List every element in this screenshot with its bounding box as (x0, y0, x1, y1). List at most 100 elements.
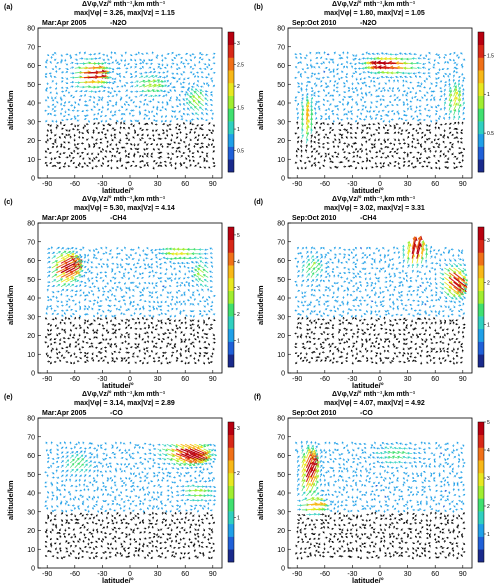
vector-arrow (416, 352, 419, 355)
vector-arrow (319, 117, 323, 121)
panel-title-line2: max|Vφ| = 5.30, max|Vz| = 4.14 (74, 205, 175, 212)
vector-arrow (409, 346, 413, 350)
vector-arrow (430, 350, 433, 353)
vector-arrow (99, 304, 103, 307)
vector-arrow (320, 122, 323, 125)
vector-arrow (207, 537, 210, 541)
vector-arrow (134, 327, 138, 330)
vector-arrow (83, 124, 86, 128)
vector-arrow (86, 152, 89, 156)
y-tick-label: 70 (27, 239, 35, 246)
vector-arrow (317, 95, 321, 98)
vector-arrow (208, 166, 211, 169)
vector-arrow (111, 70, 114, 74)
vector-arrow (159, 143, 163, 146)
vector-arrow (118, 141, 121, 144)
vector-arrow (425, 345, 428, 348)
vector-arrow (208, 533, 211, 536)
vector-arrow (159, 155, 163, 158)
vector-arrow (206, 512, 209, 515)
vector-arrow (416, 157, 419, 161)
vector-arrow (297, 85, 301, 88)
vector-arrow (83, 285, 87, 288)
vector-arrow (45, 521, 48, 525)
vector-arrow (83, 305, 87, 308)
vector-arrow (349, 127, 353, 130)
vector-arrow (295, 361, 298, 365)
vector-arrow (51, 103, 55, 107)
vector-arrow (393, 93, 396, 97)
vector-arrow (458, 295, 463, 300)
vector-arrow (343, 128, 347, 131)
vector-arrow (306, 273, 310, 278)
vector-arrow (410, 352, 413, 355)
vector-arrow (83, 294, 87, 297)
vector-arrow (157, 555, 161, 558)
vector-arrow (427, 137, 431, 140)
vector-arrow (81, 110, 85, 112)
vector-arrow (50, 298, 53, 301)
vector-arrow (428, 115, 431, 118)
vector-arrow (457, 56, 460, 60)
vector-arrow (129, 479, 133, 483)
vector-arrow (386, 309, 390, 312)
x-tick-label: 30 (404, 181, 412, 188)
vector-arrow (340, 118, 344, 121)
vector-arrow (434, 133, 437, 137)
vector-arrow (97, 342, 101, 345)
vector-arrow (443, 321, 446, 325)
vector-arrow (114, 539, 117, 543)
vector-arrow (175, 291, 179, 294)
vector-arrow (127, 336, 131, 339)
vector-arrow (189, 65, 192, 69)
vector-arrow (131, 500, 135, 503)
vector-arrow (212, 333, 215, 337)
vector-arrow (165, 93, 168, 97)
vector-arrow (78, 51, 81, 55)
colorbar-frame (477, 226, 485, 368)
vector-arrow (315, 347, 318, 350)
vector-arrow (80, 165, 85, 168)
vector-arrow (443, 333, 446, 337)
vector-arrow (310, 267, 316, 273)
vector-arrow (126, 132, 131, 135)
vector-arrow (169, 119, 172, 123)
vector-arrow (430, 262, 434, 265)
vector-arrow (175, 526, 179, 529)
vector-arrow (432, 304, 436, 307)
vector-arrow (327, 286, 330, 290)
vector-arrow (141, 133, 144, 136)
vector-arrow (324, 327, 328, 330)
vector-arrow (331, 270, 335, 273)
colorbar-tick-label: 1.5 (487, 53, 494, 59)
vector-arrow (379, 314, 382, 318)
vector-arrow (111, 286, 114, 290)
vector-arrow (142, 488, 145, 492)
vector-arrow (416, 115, 419, 118)
vector-arrow (179, 311, 182, 315)
vector-arrow (444, 246, 447, 250)
vector-arrow (165, 74, 169, 78)
vector-arrow (333, 51, 336, 55)
vector-arrow (203, 300, 207, 303)
vector-arrow (439, 347, 442, 351)
vector-arrow (60, 86, 64, 89)
vector-arrow (171, 307, 174, 311)
vector-arrow (460, 52, 463, 55)
vector-arrow (386, 104, 390, 107)
vector-arrow (110, 51, 113, 55)
vector-arrow (446, 166, 450, 169)
vector-arrow (312, 351, 316, 353)
vector-arrow (65, 478, 68, 482)
vector-arrow (185, 467, 189, 470)
vector-arrow (315, 57, 319, 60)
vector-arrow (88, 531, 92, 534)
vector-arrow (74, 62, 79, 65)
vector-arrow (168, 285, 172, 288)
vector-arrow (162, 333, 165, 336)
vector-arrow (418, 313, 422, 316)
vector-arrow (340, 160, 344, 164)
vector-arrow (193, 333, 196, 337)
y-tick-label: 80 (27, 416, 35, 423)
vector-arrow (113, 331, 117, 334)
